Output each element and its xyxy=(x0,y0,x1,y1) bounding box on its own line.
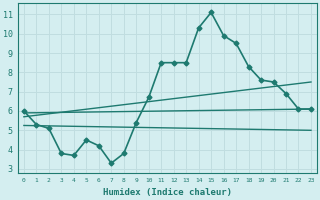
X-axis label: Humidex (Indice chaleur): Humidex (Indice chaleur) xyxy=(103,188,232,197)
